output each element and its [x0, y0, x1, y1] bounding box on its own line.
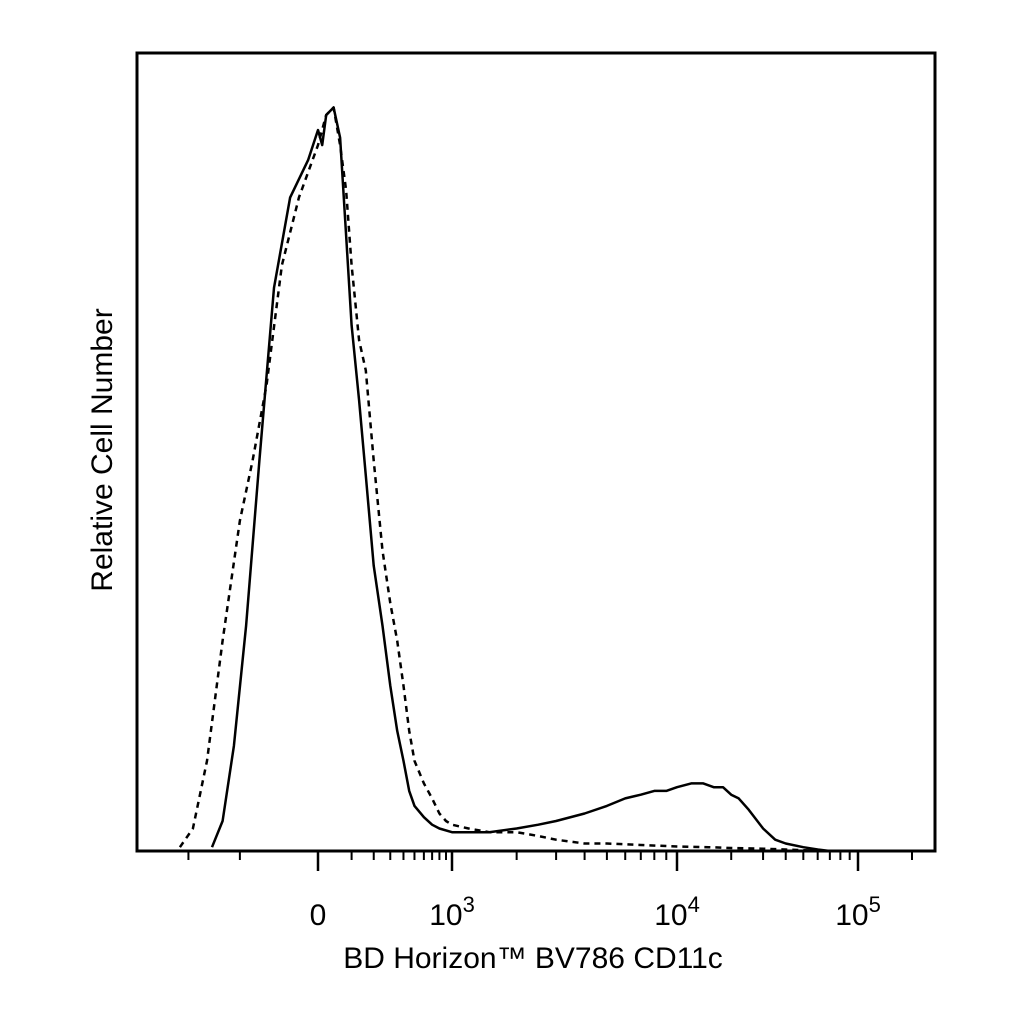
y-axis-label: Relative Cell Number: [86, 308, 119, 591]
series-lines: [178, 106, 830, 853]
x-tick-label-exponent: 4: [688, 892, 700, 917]
x-tick-label: 103: [429, 892, 475, 932]
x-tick-label-base: 10: [654, 899, 687, 932]
x-tick-label: 0: [310, 899, 327, 932]
x-tick-label: 105: [835, 892, 881, 932]
x-tick-label-base: 0: [310, 899, 327, 932]
x-tick-labels: 0 103 104 105: [310, 892, 881, 932]
x-tick-label: 104: [654, 892, 700, 932]
histogram-solid-line: [210, 106, 830, 853]
x-tick-label-exponent: 5: [869, 892, 881, 917]
x-axis-label: BD Horizon™ BV786 CD11c: [343, 942, 723, 975]
x-tick-label-exponent: 3: [463, 892, 475, 917]
x-minor-ticks: [187, 851, 913, 860]
x-major-ticks: [316, 851, 860, 871]
x-tick-label-base: 10: [429, 899, 462, 932]
plot-frame: [135, 51, 937, 853]
x-tick-label-base: 10: [835, 899, 868, 932]
histogram-dashed-line: [178, 106, 830, 853]
